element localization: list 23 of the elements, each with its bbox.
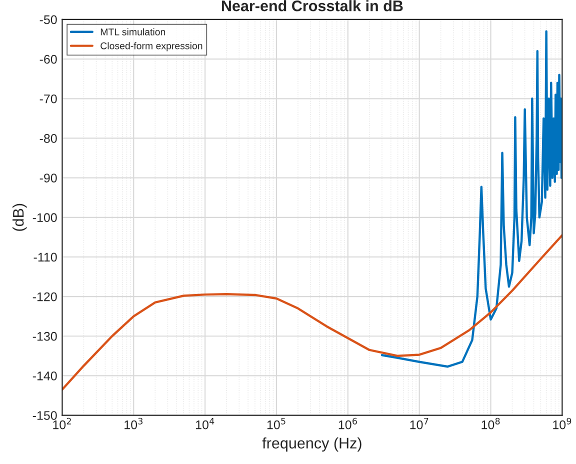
y-tick-label: -110	[34, 252, 57, 262]
y-tick-label: -50	[40, 15, 57, 24]
x-tick-label: 10$^{6}$	[338, 418, 357, 430]
x-tick-label: 10$^{8}$	[482, 418, 500, 430]
x-tick-label: 10$^{9}$	[553, 418, 572, 430]
y-tick-label: -90	[40, 174, 57, 182]
x-tick-label: 10$^{4}$	[196, 418, 214, 430]
legend-label: Closed-form expression	[100, 42, 202, 52]
y-tick-label: -140	[32, 372, 57, 380]
y-tick-label: -120	[32, 292, 57, 302]
y-tick-label: -100	[32, 213, 57, 222]
y-tick-label: -130	[32, 332, 57, 341]
chart-title: Near-end Crosstalk in dB	[222, 0, 403, 12]
x-tick-label: 10$^{7}$	[410, 418, 428, 430]
x-axis-title: frequency (Hz)	[262, 437, 362, 452]
y-tick-label: -80	[40, 134, 57, 143]
y-axis-title: (dB)	[12, 204, 27, 231]
y-tick-label: -150	[32, 411, 57, 420]
y-tick-label: -60	[40, 54, 57, 64]
x-tick-label: 10$^{3}$	[124, 418, 143, 430]
y-tick-label: -70	[40, 94, 57, 104]
legend-label: MTL simulation	[100, 28, 166, 36]
x-tick-label: 10$^{5}$	[267, 418, 286, 430]
